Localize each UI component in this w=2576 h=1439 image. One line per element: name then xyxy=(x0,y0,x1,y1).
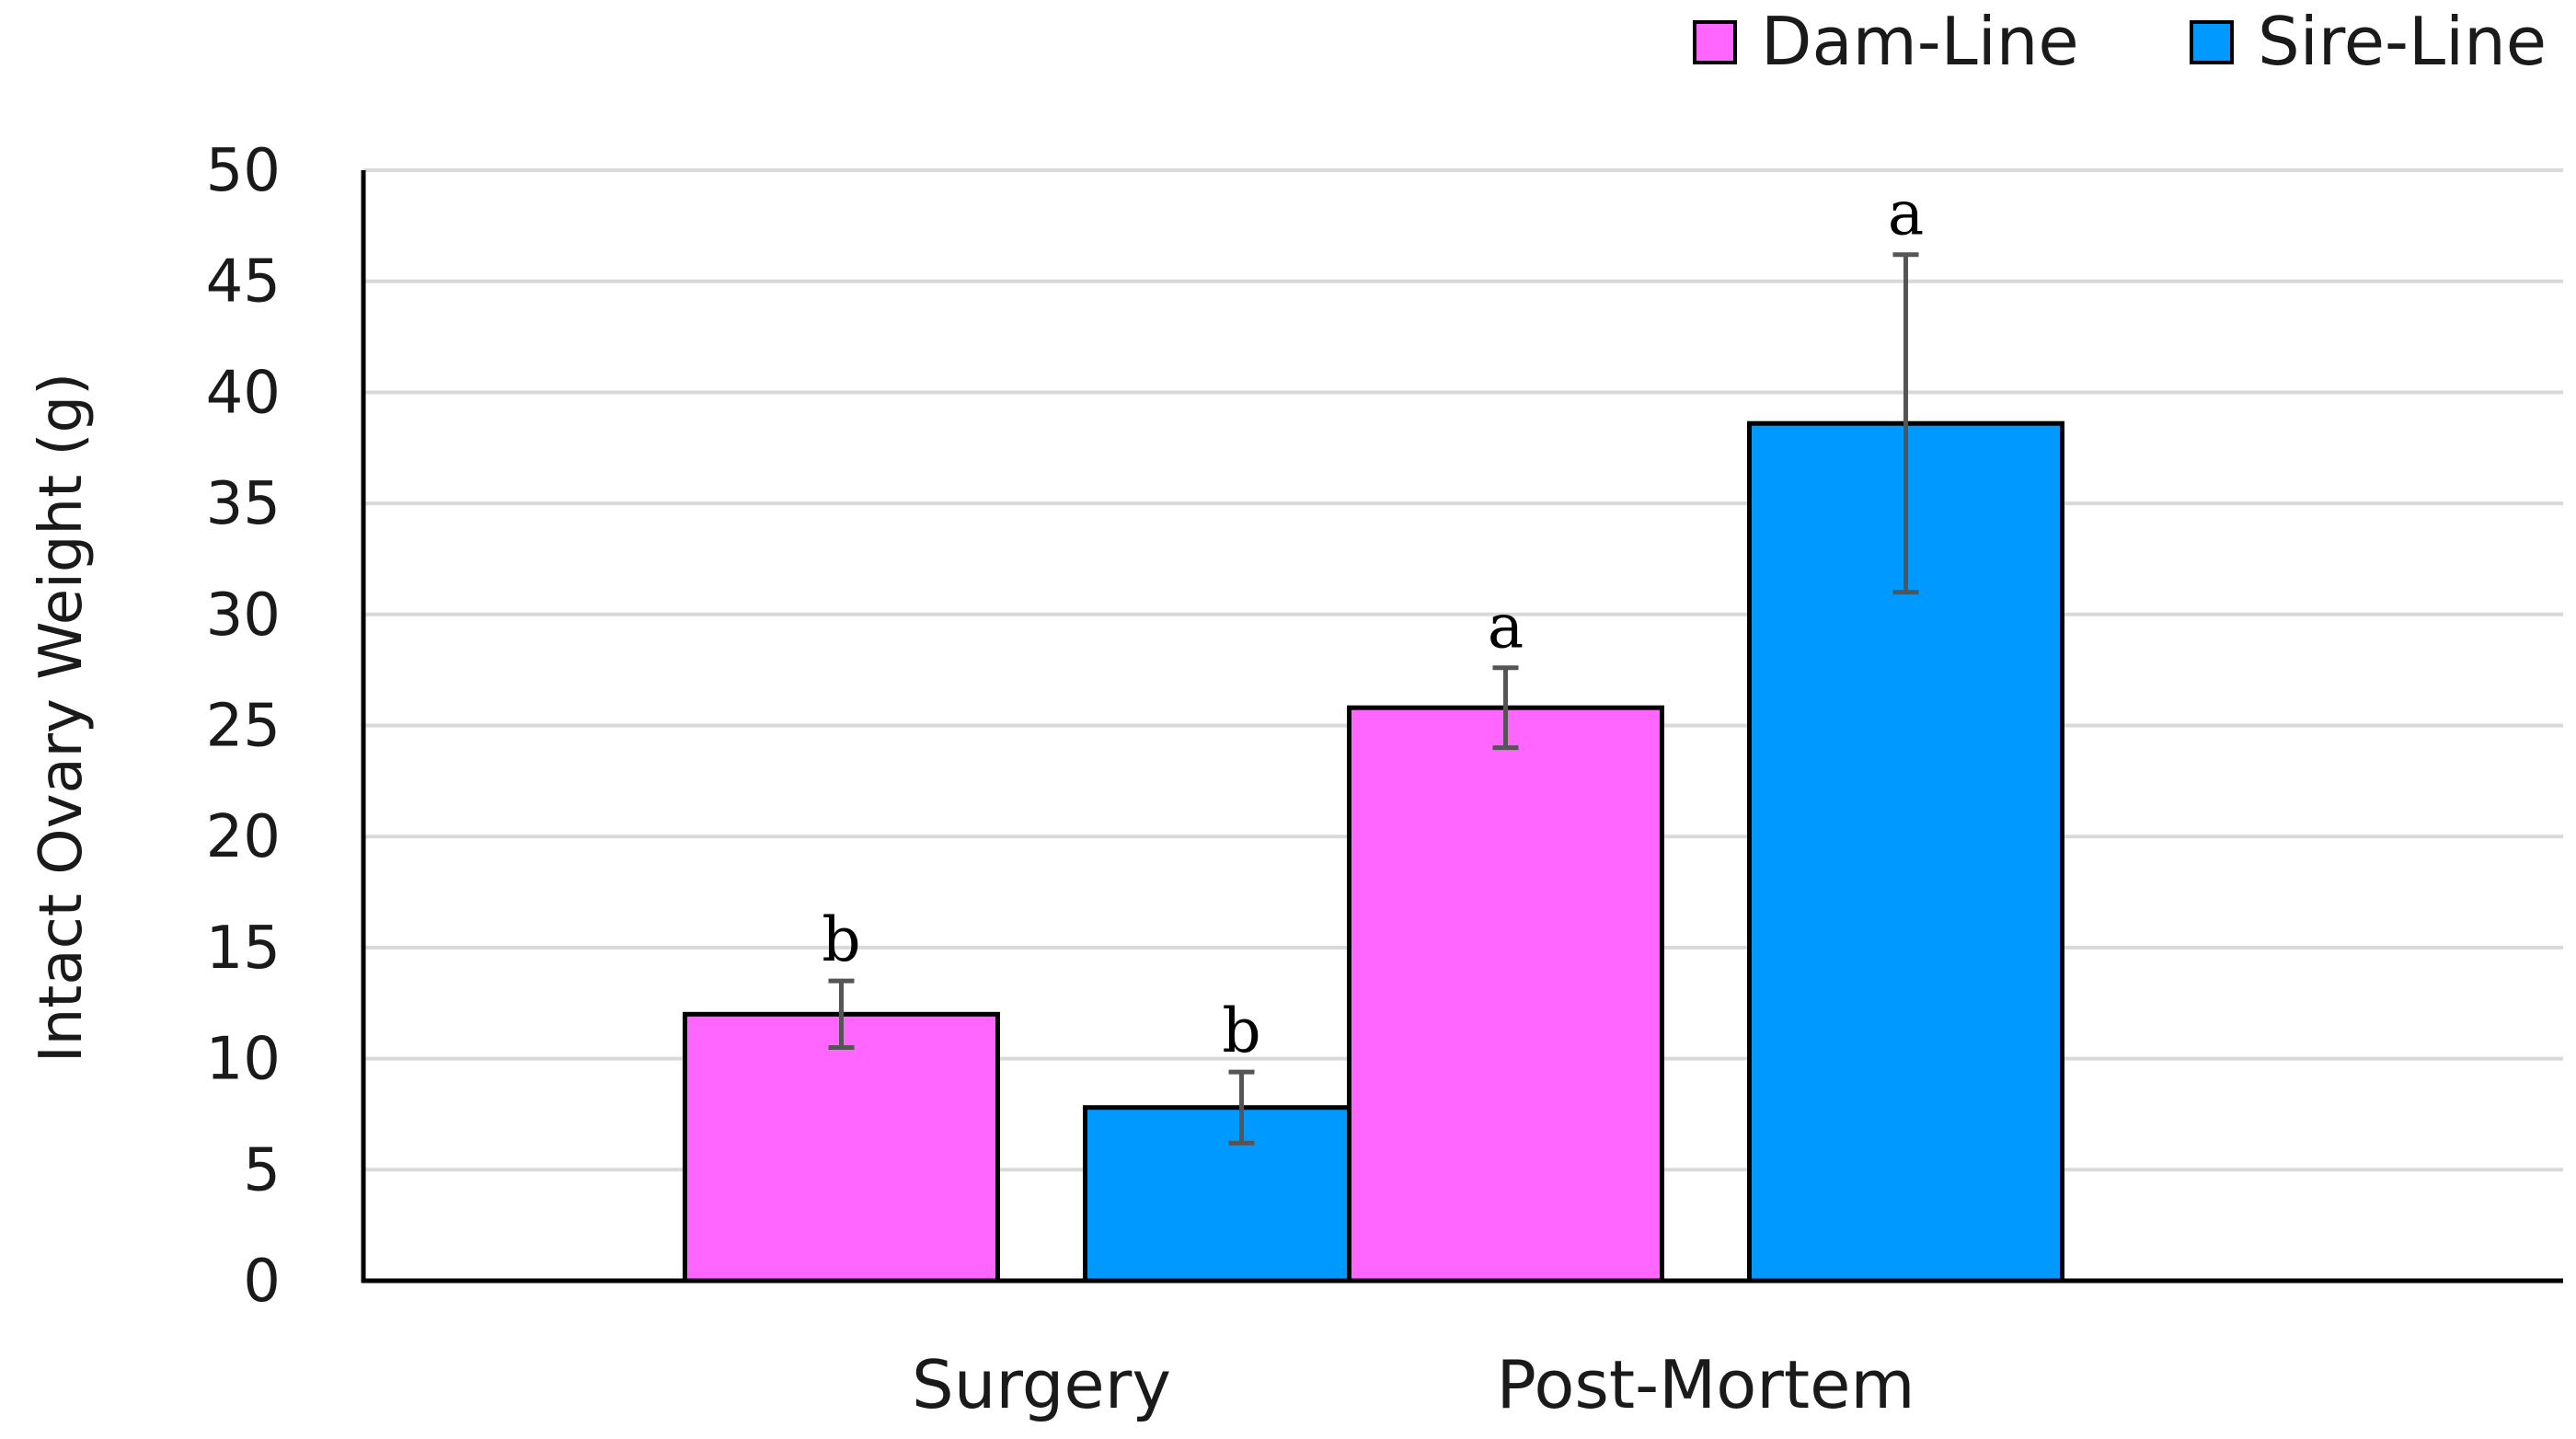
y-axis-title: Intact Ovary Weight (g) xyxy=(28,373,96,1063)
legend: Dam-Line Sire-Line xyxy=(1693,3,2547,80)
y-tick-label: 10 xyxy=(206,1026,281,1094)
bar xyxy=(1347,705,1664,1284)
axes-group xyxy=(361,170,2563,1284)
y-tick-label: 5 xyxy=(243,1136,281,1204)
significance-letter: a xyxy=(1488,592,1524,662)
y-tick-label: 20 xyxy=(206,803,281,871)
y-tick-label: 25 xyxy=(206,693,281,761)
legend-label: Dam-Line xyxy=(1761,3,2079,80)
bar xyxy=(683,1011,1000,1284)
x-category-label: Post-Mortem xyxy=(1496,1346,1915,1423)
y-tick-label: 50 xyxy=(206,137,281,205)
y-tick-labels: 0 5 10 15 20 25 30 35 40 45 50 xyxy=(206,137,281,1316)
significance-letter: b xyxy=(1222,996,1260,1066)
significance-letter: b xyxy=(822,904,860,975)
bars-group xyxy=(683,420,2064,1284)
y-tick-label: 45 xyxy=(206,248,281,317)
significance-letter: a xyxy=(1888,178,1924,249)
y-tick-label: 35 xyxy=(206,470,281,538)
y-tick-label: 0 xyxy=(243,1248,281,1316)
y-tick-label: 30 xyxy=(206,581,281,650)
legend-swatch xyxy=(1693,20,1737,64)
y-tick-label: 40 xyxy=(206,359,281,427)
x-category-label: Surgery xyxy=(912,1346,1171,1423)
x-category-labels: Surgery Post-Mortem xyxy=(912,1346,1915,1423)
error-bars-group xyxy=(828,252,1919,1145)
y-tick-label: 15 xyxy=(206,915,281,983)
legend-label: Sire-Line xyxy=(2258,3,2547,80)
legend-swatch xyxy=(2190,20,2234,64)
significance-labels: b b a a xyxy=(822,178,1924,1066)
